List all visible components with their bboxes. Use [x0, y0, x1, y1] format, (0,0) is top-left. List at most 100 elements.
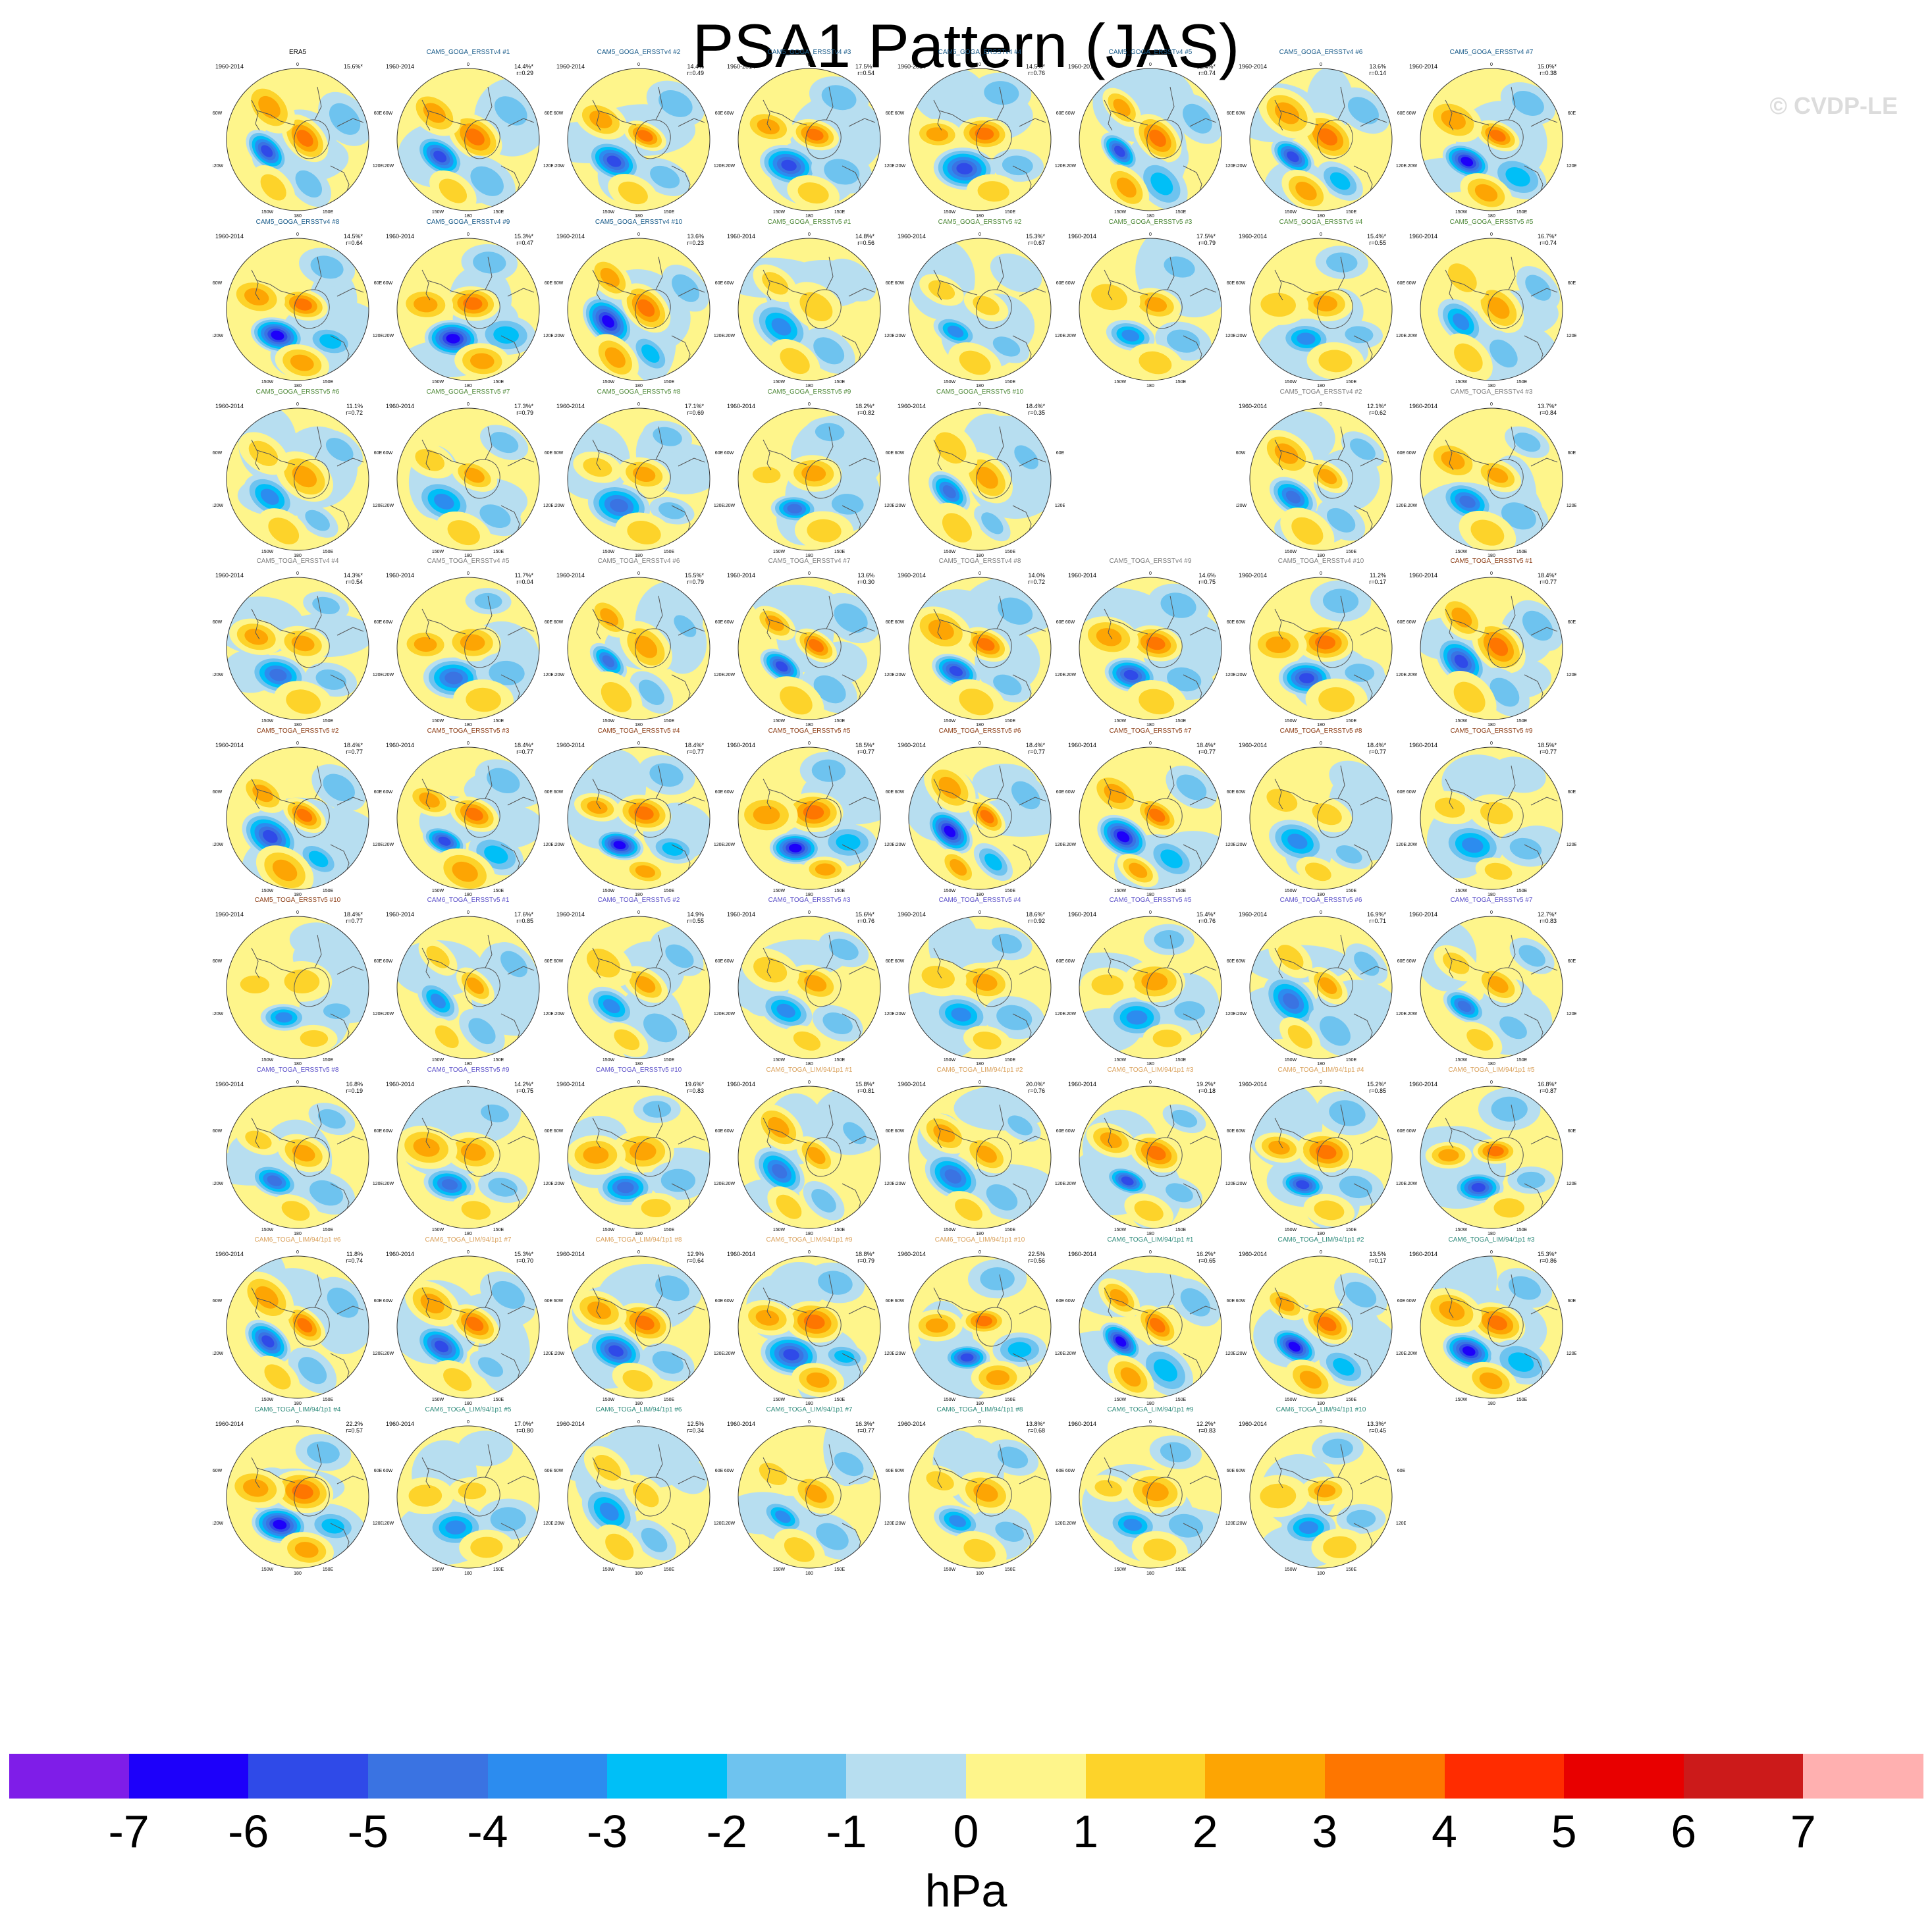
- longitude-label: 120E: [1396, 673, 1406, 677]
- longitude-label: 120E: [1225, 1012, 1235, 1016]
- map-panel: CAM6_TOGA_LIM/94/1p1 #5 1960-2014 17.0%* r=…: [383, 1406, 553, 1575]
- longitude-label: 60W: [213, 1469, 223, 1473]
- panel-pattern-correlation: r=0.77: [1369, 749, 1386, 755]
- longitude-label: 150E: [493, 1398, 504, 1402]
- anomaly-contour: [992, 933, 1022, 954]
- panel-title: CAM6_TOGA_LIM/94/1p1 #6: [595, 1406, 682, 1413]
- panel-variance-pct: 13.7%*: [1537, 403, 1557, 409]
- anomaly-contour: [807, 1147, 826, 1165]
- coastline: [933, 1104, 1046, 1216]
- longitude-label: 120W: [1065, 164, 1077, 169]
- anomaly-contour: [1345, 1281, 1377, 1308]
- longitude-label: 150E: [1346, 380, 1357, 384]
- longitude-label: 60W: [1407, 1299, 1416, 1303]
- longitude-label: 60E: [1227, 281, 1235, 286]
- anomaly-contour: [1313, 296, 1337, 312]
- anomaly-contour: [465, 807, 483, 821]
- polar-map: 018060W60E120W120E150W150E: [383, 1420, 553, 1575]
- anomaly-contour: [264, 1364, 291, 1390]
- longitude-label: 120E: [1225, 843, 1235, 847]
- longitude-label: 150E: [1005, 210, 1016, 215]
- longitude-label: 120W: [1065, 1182, 1077, 1186]
- anomaly-contour: [426, 945, 450, 968]
- anomaly-contour: [269, 668, 287, 681]
- longitude-label: 60W: [1236, 451, 1246, 456]
- panel-years: 1960-2014: [1409, 911, 1438, 918]
- longitude-label: 150W: [1455, 1398, 1468, 1402]
- longitude-label: 120E: [1055, 334, 1065, 338]
- panel-variance-pct: 12.9%: [687, 1251, 704, 1257]
- longitude-label: 150W: [944, 550, 956, 554]
- coastline: [1445, 934, 1558, 1046]
- anomaly-contour: [1345, 664, 1375, 682]
- colorbar-tick-label: -2: [706, 1806, 747, 1857]
- coastline: [763, 86, 876, 198]
- longitude-label: 60W: [554, 959, 564, 964]
- map-panel: CAM5_TOGA_ERSSTv4 #9 1960-2014 14.6% r=0.75…: [1065, 558, 1235, 726]
- longitude-label: 150W: [1455, 210, 1468, 215]
- anomaly-contour: [997, 1446, 1029, 1469]
- longitude-label: 150W: [773, 1398, 786, 1402]
- anomaly-contour: [960, 1353, 974, 1362]
- longitude-label: 60W: [1065, 1129, 1075, 1134]
- anomaly-contour: [312, 596, 340, 615]
- longitude-label: 60E: [374, 1299, 383, 1303]
- anomaly-contour: [1462, 837, 1484, 853]
- longitude-label: 120W: [1236, 1352, 1247, 1356]
- longitude-label: 120E: [1225, 1521, 1235, 1526]
- anomaly-contour: [775, 661, 788, 672]
- map-border: [567, 238, 711, 381]
- map-border: [396, 747, 540, 890]
- map-panel: CAM5_TOGA_ERSSTv5 #8 1960-2014 18.4%* r=0.7…: [1236, 727, 1406, 896]
- longitude-label: 120W: [724, 1352, 736, 1356]
- anomaly-contour: [801, 465, 826, 482]
- longitude-label: 150W: [773, 1058, 786, 1063]
- longitude-label: 180: [805, 1571, 813, 1575]
- panel-years: 1960-2014: [1068, 572, 1097, 579]
- longitude-label: 150E: [1516, 719, 1528, 723]
- map-panel: CAM5_GOGA_ERSSTv4 #9 1960-2014 15.3%* r=0.4…: [383, 219, 553, 387]
- longitude-label: 180: [1488, 214, 1495, 217]
- panel-years: 1960-2014: [898, 742, 926, 749]
- longitude-label: 60E: [545, 620, 553, 625]
- colorbar-segment: [248, 1754, 369, 1799]
- map-panel: CAM6_TOGA_LIM/94/1p1 #7 1960-2014 15.3%* r=…: [383, 1236, 553, 1405]
- longitude-label: 180: [976, 893, 984, 896]
- longitude-label: 150E: [1005, 719, 1016, 723]
- map-panel: CAM5_GOGA_ERSSTv5 #3 1960-2014 17.5%* r=0.7…: [1065, 219, 1235, 387]
- panel-variance-pct: 12.1%*: [1366, 403, 1386, 409]
- anomaly-contour: [1318, 350, 1353, 373]
- panel-variance-pct: 14.4%: [687, 63, 704, 70]
- polar-map: 018060W60E120W120E150W150E: [1236, 1250, 1406, 1405]
- longitude-label: 60E: [886, 451, 894, 456]
- longitude-label: 0: [1490, 910, 1493, 915]
- colorbar-segment: [9, 1754, 130, 1799]
- coastline: [421, 86, 535, 198]
- map-panel: CAM5_GOGA_ERSSTv4 #10 1960-2014 13.6% r=0.2…: [554, 219, 724, 387]
- anomaly-contour: [602, 315, 614, 328]
- panel-title: CAM5_TOGA_ERSSTv5 #8: [1279, 727, 1362, 735]
- anomaly-contour: [1319, 977, 1337, 995]
- polar-map: 018060W60E120W120E150W150E: [1407, 1250, 1576, 1405]
- map-border: [1420, 577, 1563, 720]
- longitude-label: 0: [637, 1250, 640, 1255]
- panel-variance-pct: 14.8%*: [855, 233, 874, 240]
- anomaly-contour: [1493, 1198, 1525, 1218]
- anomaly-contour: [1322, 589, 1359, 614]
- panel-title: CAM5_TOGA_ERSSTv5 #1: [1450, 558, 1533, 565]
- panel-years: 1960-2014: [727, 1421, 756, 1427]
- longitude-label: 180: [1317, 1062, 1325, 1065]
- panel-variance-pct: 12.7%*: [1537, 911, 1557, 918]
- map-border: [567, 747, 711, 890]
- longitude-label: 120W: [213, 334, 224, 338]
- longitude-label: 120E: [543, 164, 553, 169]
- longitude-label: 150E: [1516, 550, 1528, 554]
- coastline: [1274, 256, 1387, 368]
- anomaly-contour: [634, 635, 658, 658]
- panel-title: CAM6_TOGA_ERSSTv5 #8: [256, 1066, 339, 1074]
- anomaly-contour: [1104, 783, 1127, 804]
- longitude-label: 120E: [373, 164, 383, 169]
- longitude-label: 120W: [895, 1352, 906, 1356]
- anomaly-contour: [1318, 687, 1355, 712]
- panel-years: 1960-2014: [215, 1251, 244, 1257]
